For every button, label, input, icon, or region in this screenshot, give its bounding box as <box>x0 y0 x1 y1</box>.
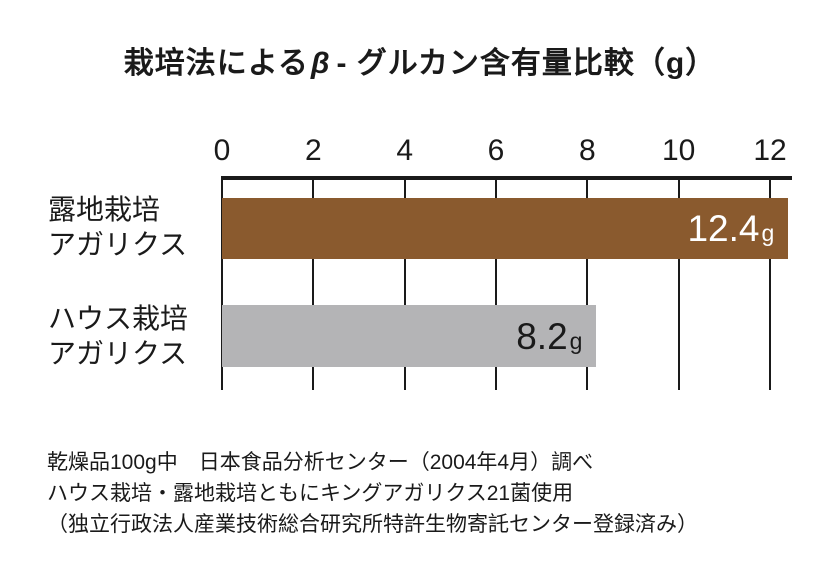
bar-value-unit: g <box>569 327 583 354</box>
x-axis-tick-label: 0 <box>213 134 231 167</box>
category-label-line: アガリクス <box>48 229 188 260</box>
bar-value-label: 12.4g <box>687 210 788 247</box>
gridline <box>586 176 589 390</box>
x-axis-tick-label: 10 <box>661 134 696 167</box>
gridline <box>403 176 406 390</box>
gridline <box>312 176 315 390</box>
gridline <box>677 176 680 390</box>
bar-0: 12.4g <box>222 198 789 259</box>
source-note-line: 乾燥品100g中 日本食品分析センター（2004年4月）調べ <box>47 451 594 474</box>
source-note-line: ハウス栽培・露地栽培ともにキングアガリクス21菌使用 <box>47 482 574 505</box>
x-axis-tick-label: 4 <box>396 134 413 167</box>
source-note-line: （独立行政法人産業技術総合研究所特許生物寄託センター登録済み） <box>47 513 698 536</box>
category-label-line: ハウス栽培 <box>48 303 189 334</box>
x-axis-line <box>222 176 792 180</box>
bar-value-number: 12.4 <box>687 208 760 249</box>
category-label: ハウス栽培アガリクス <box>48 301 222 371</box>
chart-title: 栽培法によるβ - グルカン含有量比較（g） <box>0 38 840 82</box>
bar-1: 8.2g <box>222 305 597 367</box>
bar-value-unit: g <box>761 220 775 246</box>
gridline <box>495 176 497 390</box>
chart-title-prefix: 栽培法による <box>123 47 309 80</box>
x-axis-tick-label: 12 <box>753 134 787 167</box>
chart-title-beta: β <box>310 47 331 80</box>
gridline <box>769 176 771 390</box>
plot-area: 12.4g 8.2g <box>221 176 789 390</box>
x-axis-tick-labels: 0 2 4 6 8 10 12 <box>214 134 787 172</box>
bar-value-number: 8.2 <box>516 315 568 357</box>
category-label-line: 露地栽培 <box>48 194 161 225</box>
x-axis-tick-label: 8 <box>578 134 596 167</box>
x-axis-tick-label: 6 <box>487 134 505 167</box>
x-axis-tick-label: 2 <box>304 134 322 167</box>
bar-value-label: 8.2g <box>516 318 596 355</box>
category-label-line: アガリクス <box>48 338 188 369</box>
chart-title-suffix: - グルカン含有量比較（g） <box>336 47 717 80</box>
gridline <box>221 176 223 390</box>
category-label: 露地栽培 アガリクス <box>48 192 222 262</box>
source-notes: 乾燥品100g中 日本食品分析センター（2004年4月）調べ ハウス栽培・露地栽… <box>47 447 698 540</box>
